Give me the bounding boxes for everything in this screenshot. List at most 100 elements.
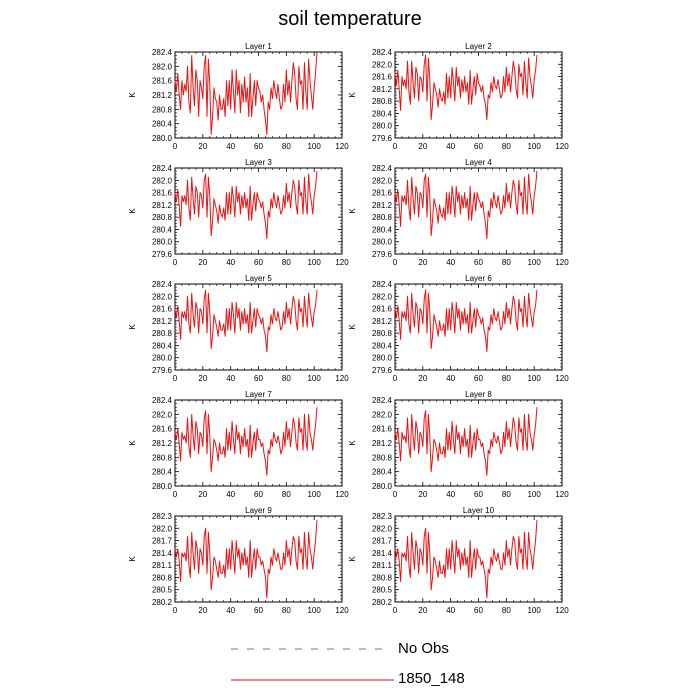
y-tick-label: 282.4 (372, 280, 393, 289)
y-axis-label: K (348, 208, 357, 214)
panel-layer-6: Layer 6 K 0 20 40 60 80 100 120 279.6 280.0 280.4 28… (348, 274, 569, 383)
plot-frame (394, 283, 563, 371)
panel-title: Layer 7 (245, 390, 272, 399)
x-tick-label: 40 (226, 490, 235, 499)
y-tick-label: 280.2 (152, 598, 173, 607)
x-tick-label: 100 (307, 490, 321, 499)
y-axis-label: K (348, 440, 357, 446)
y-axis-label: K (348, 92, 357, 98)
figure-title: soil temperature (278, 8, 422, 30)
y-tick-label: 279.6 (152, 250, 173, 259)
y-tick-label: 280.4 (152, 225, 173, 234)
x-tick-label: 20 (198, 374, 207, 383)
panel-title: Layer 10 (463, 506, 495, 515)
y-tick-label: 280.0 (152, 134, 173, 143)
x-tick-label: 20 (418, 606, 427, 615)
x-tick-label: 0 (393, 606, 398, 615)
y-tick-label: 280.5 (152, 586, 173, 595)
y-tick-label: 279.6 (372, 134, 393, 143)
plot-frame (394, 167, 563, 255)
y-tick-label: 282.4 (152, 48, 173, 57)
x-tick-label: 120 (555, 490, 569, 499)
panel-layer-10: Layer 10 K 0 20 40 60 80 100 120 280.2 280.5 280.8 2… (348, 506, 569, 615)
x-tick-label: 0 (393, 490, 398, 499)
x-tick-label: 60 (254, 258, 263, 267)
panel-layer-8: Layer 8 K 0 20 40 60 80 100 120 280.0 280.4 280.8 28… (348, 390, 569, 499)
y-tick-label: 282.0 (372, 524, 393, 533)
y-tick-label: 280.8 (372, 573, 393, 582)
y-tick-label: 282.0 (152, 176, 173, 185)
y-tick-label: 281.2 (372, 201, 393, 210)
y-tick-label: 282.0 (152, 62, 173, 71)
x-tick-label: 60 (254, 490, 263, 499)
x-tick-label: 100 (307, 258, 321, 267)
y-tick-label: 282.0 (152, 292, 173, 301)
panel-title: Layer 1 (245, 42, 272, 51)
y-tick-label: 280.0 (372, 122, 393, 131)
x-tick-label: 80 (282, 142, 291, 151)
x-tick-label: 120 (335, 142, 349, 151)
y-tick-label: 280.8 (152, 213, 173, 222)
panel-layer-2: Layer 2 K 0 20 40 60 80 100 120 279.6 280.0 280.4 28… (348, 42, 569, 151)
y-tick-label: 282.4 (372, 396, 393, 405)
x-tick-label: 120 (555, 258, 569, 267)
x-tick-label: 100 (527, 490, 541, 499)
y-tick-label: 280.4 (372, 225, 393, 234)
x-tick-label: 120 (555, 374, 569, 383)
y-tick-label: 281.6 (152, 425, 173, 434)
y-tick-label: 282.4 (372, 164, 393, 173)
x-tick-label: 120 (335, 374, 349, 383)
panel-layer-4: Layer 4 K 0 20 40 60 80 100 120 279.6 280.0 280.4 28… (348, 158, 569, 267)
x-tick-label: 120 (555, 142, 569, 151)
y-tick-label: 281.6 (152, 189, 173, 198)
x-tick-label: 40 (226, 142, 235, 151)
x-tick-label: 80 (282, 258, 291, 267)
legend-label-no-obs: No Obs (398, 640, 449, 657)
y-tick-label: 282.0 (372, 410, 393, 419)
y-tick-label: 280.0 (372, 238, 393, 247)
x-tick-label: 40 (446, 374, 455, 383)
x-tick-label: 20 (418, 374, 427, 383)
series-line-1850-148 (174, 51, 318, 135)
legend (231, 648, 394, 681)
y-tick-label: 282.0 (152, 524, 173, 533)
y-tick-label: 280.4 (372, 341, 393, 350)
y-tick-label: 281.6 (372, 425, 393, 434)
y-tick-label: 280.0 (152, 354, 173, 363)
y-tick-label: 280.4 (152, 468, 173, 477)
plot-frame (174, 167, 343, 255)
x-tick-label: 80 (282, 490, 291, 499)
y-axis-label: K (128, 92, 137, 98)
y-tick-label: 279.6 (372, 250, 393, 259)
x-tick-label: 40 (446, 142, 455, 151)
x-tick-label: 80 (502, 490, 511, 499)
x-tick-label: 20 (198, 142, 207, 151)
x-tick-label: 80 (282, 374, 291, 383)
y-tick-label: 281.1 (152, 561, 173, 570)
series-line-1850-148 (394, 407, 538, 476)
y-tick-label: 279.6 (372, 366, 393, 375)
x-tick-label: 20 (198, 606, 207, 615)
x-tick-label: 20 (198, 258, 207, 267)
x-tick-label: 60 (474, 258, 483, 267)
x-tick-label: 0 (393, 142, 398, 151)
x-tick-label: 100 (527, 258, 541, 267)
y-tick-label: 281.2 (372, 317, 393, 326)
y-tick-label: 281.6 (372, 73, 393, 82)
y-axis-label: K (348, 556, 357, 562)
panel-title: Layer 9 (245, 506, 272, 515)
x-tick-label: 120 (555, 606, 569, 615)
y-tick-label: 282.0 (152, 410, 173, 419)
plot-frame (394, 515, 563, 603)
x-tick-label: 0 (173, 258, 178, 267)
plot-frame (174, 51, 343, 139)
y-tick-label: 281.2 (372, 85, 393, 94)
y-tick-label: 282.4 (152, 164, 173, 173)
y-tick-label: 281.7 (372, 537, 393, 546)
series-line-1850-148 (394, 171, 538, 240)
y-tick-label: 282.4 (372, 48, 393, 57)
panel-title: Layer 2 (465, 42, 492, 51)
y-tick-label: 281.2 (152, 317, 173, 326)
x-tick-label: 0 (393, 258, 398, 267)
series-line-1850-148 (174, 407, 318, 476)
